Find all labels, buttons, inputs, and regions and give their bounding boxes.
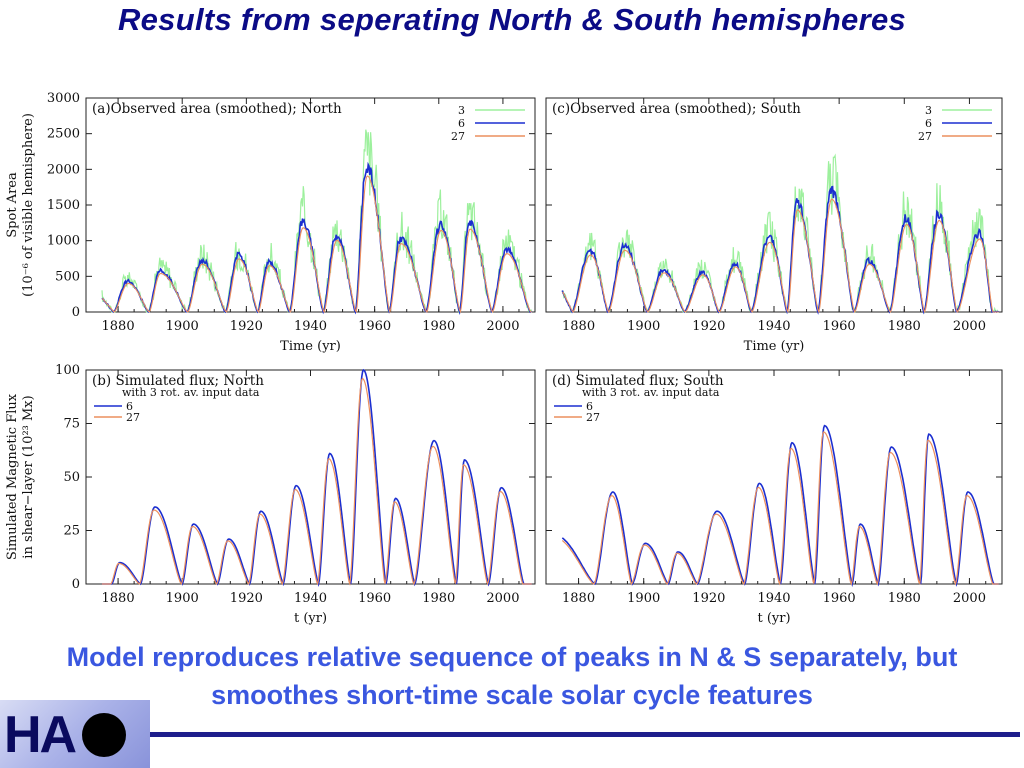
chart-panel-c: 1880 1900 1920 1940 1960 1980 2000 Time (yr) (c)… <box>545 97 1003 354</box>
x-tick-label: 2000 <box>486 319 519 334</box>
x-tick-label: 1940 <box>757 319 790 334</box>
legend-label: 6 <box>925 117 932 130</box>
chart-subtitle: with 3 rot. av. input data <box>582 386 720 399</box>
y-tick-label: 75 <box>63 417 80 432</box>
x-tick-label: 1920 <box>692 591 725 606</box>
x-tick-label: 1900 <box>627 319 660 334</box>
x-axis-title: Time (yr) <box>280 339 341 354</box>
y-tick-label: 0 <box>72 305 80 320</box>
legend-label: 3 <box>458 104 465 117</box>
x-axis-title: t (yr) <box>294 611 327 626</box>
legend-label: 27 <box>918 130 932 143</box>
y-tick-label: 25 <box>63 524 80 539</box>
x-tick-label: 2000 <box>953 591 986 606</box>
slide-caption: Model reproduces relative sequence of pe… <box>0 638 1024 714</box>
chart-title: (b) Simulated flux; North <box>92 373 264 389</box>
x-tick-label: 1880 <box>562 591 595 606</box>
legend-label: 27 <box>451 130 465 143</box>
y-tick-label: 500 <box>55 269 80 284</box>
y-tick-label: 1000 <box>47 234 80 249</box>
y-axis-title: (10⁻⁶ of visible hemisphere) <box>21 113 36 297</box>
x-tick-label: 1880 <box>562 319 595 334</box>
series-line-27 <box>101 175 532 314</box>
caption-line-2: smoothes short-time scale solar cycle fe… <box>211 680 813 710</box>
y-tick-label: 50 <box>63 470 80 485</box>
series-line-27 <box>561 431 999 586</box>
series-line-6 <box>561 424 999 588</box>
x-tick-label: 1940 <box>757 591 790 606</box>
legend-label: 6 <box>586 400 593 413</box>
x-axis-title: t (yr) <box>757 611 790 626</box>
y-tick-label: 2500 <box>47 127 80 142</box>
slide-title: Results from seperating North & South he… <box>117 2 907 37</box>
x-tick-label: 1960 <box>358 591 391 606</box>
legend-label: 27 <box>126 411 140 424</box>
x-tick-label: 1920 <box>230 319 263 334</box>
y-tick-label: 1500 <box>47 198 80 213</box>
chart-panel-d: 1880 1900 1920 1940 1960 1980 2000 t (yr) (d) Si… <box>545 369 1003 626</box>
x-tick-label: 1920 <box>692 319 725 334</box>
chart-panel-a: 1880 1900 1920 1940 1960 1980 2000 Time (yr) 0 50… <box>5 91 536 354</box>
legend-label: 6 <box>126 400 133 413</box>
series-line-27 <box>562 198 999 314</box>
sun-disc-icon <box>82 713 126 757</box>
x-tick-label: 1900 <box>166 591 199 606</box>
series-line-27 <box>102 377 532 586</box>
x-axis-title: Time (yr) <box>744 339 805 354</box>
x-tick-label: 1980 <box>888 319 921 334</box>
x-tick-label: 1900 <box>627 591 660 606</box>
x-tick-label: 1920 <box>230 591 263 606</box>
y-tick-label: 2000 <box>47 162 80 177</box>
x-tick-label: 2000 <box>953 319 986 334</box>
x-tick-label: 2000 <box>486 591 519 606</box>
x-tick-label: 1900 <box>166 319 199 334</box>
x-tick-label: 1940 <box>294 319 327 334</box>
footer-rule <box>150 732 1020 737</box>
x-tick-label: 1880 <box>102 591 135 606</box>
x-tick-label: 1980 <box>422 319 455 334</box>
y-axis-title: Spot Area <box>5 172 20 238</box>
chart-title: (a)Observed area (smoothed); North <box>92 101 342 117</box>
y-tick-label: 100 <box>55 363 80 378</box>
x-tick-label: 1880 <box>102 319 135 334</box>
chart-title: (c)Observed area (smoothed); South <box>552 101 801 117</box>
x-tick-label: 1940 <box>294 591 327 606</box>
y-axis-title: Simulated Magnetic Flux <box>5 393 20 560</box>
x-tick-label: 1980 <box>888 591 921 606</box>
x-tick-label: 1960 <box>358 319 391 334</box>
plot-frame <box>85 369 536 585</box>
series-line-6 <box>102 368 532 588</box>
hao-logo-text: HA <box>4 706 77 764</box>
chart-title: (d) Simulated flux; South <box>552 373 724 389</box>
legend-label: 27 <box>586 411 600 424</box>
caption-line-1: Model reproduces relative sequence of pe… <box>66 642 958 672</box>
x-tick-label: 1960 <box>823 319 856 334</box>
x-tick-label: 1960 <box>823 591 856 606</box>
y-axis-title: in shear−layer (10²³ Mx) <box>21 395 36 558</box>
plot-frame <box>545 97 1003 313</box>
chart-subtitle: with 3 rot. av. input data <box>122 386 260 399</box>
hao-logo: HA <box>0 700 150 768</box>
y-tick-label: 0 <box>72 577 80 592</box>
plot-frame <box>85 97 536 313</box>
y-tick-label: 3000 <box>47 91 80 106</box>
legend-label: 6 <box>458 117 465 130</box>
legend-label: 3 <box>925 104 932 117</box>
chart-panel-b: 1880 1900 1920 1940 1960 1980 2000 t (yr) 0 25 50 7… <box>5 363 536 626</box>
x-tick-label: 1980 <box>422 591 455 606</box>
